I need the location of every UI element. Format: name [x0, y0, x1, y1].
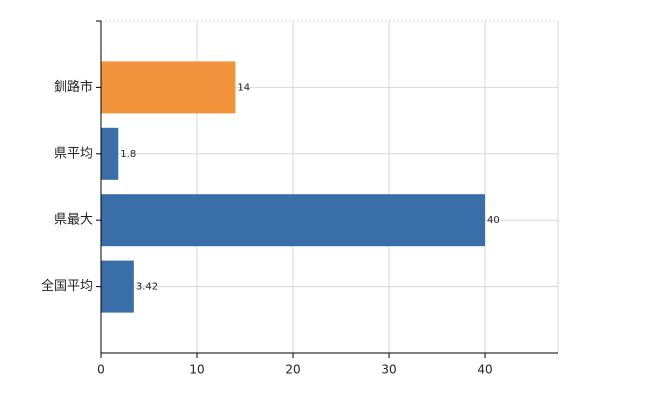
- bar: [101, 61, 236, 114]
- x-tick-label: 30: [381, 363, 396, 377]
- bar: [101, 260, 134, 313]
- data-label: 40: [487, 215, 500, 226]
- y-tick-label: 釧路市: [54, 79, 93, 95]
- data-label: 14: [237, 82, 250, 93]
- y-tick-label: 全国平均: [41, 278, 93, 294]
- x-tick-label: 20: [285, 363, 300, 377]
- x-tick-label: 40: [477, 363, 492, 377]
- bar: [101, 127, 119, 180]
- y-tick-label: 県平均: [54, 146, 93, 161]
- data-label: 3.42: [136, 282, 158, 293]
- y-tick-label: 県最大: [54, 213, 93, 228]
- x-tick-label: 0: [97, 363, 105, 377]
- x-tick-label: 10: [189, 363, 204, 377]
- bar: [101, 194, 486, 247]
- data-label: 1.8: [120, 149, 136, 160]
